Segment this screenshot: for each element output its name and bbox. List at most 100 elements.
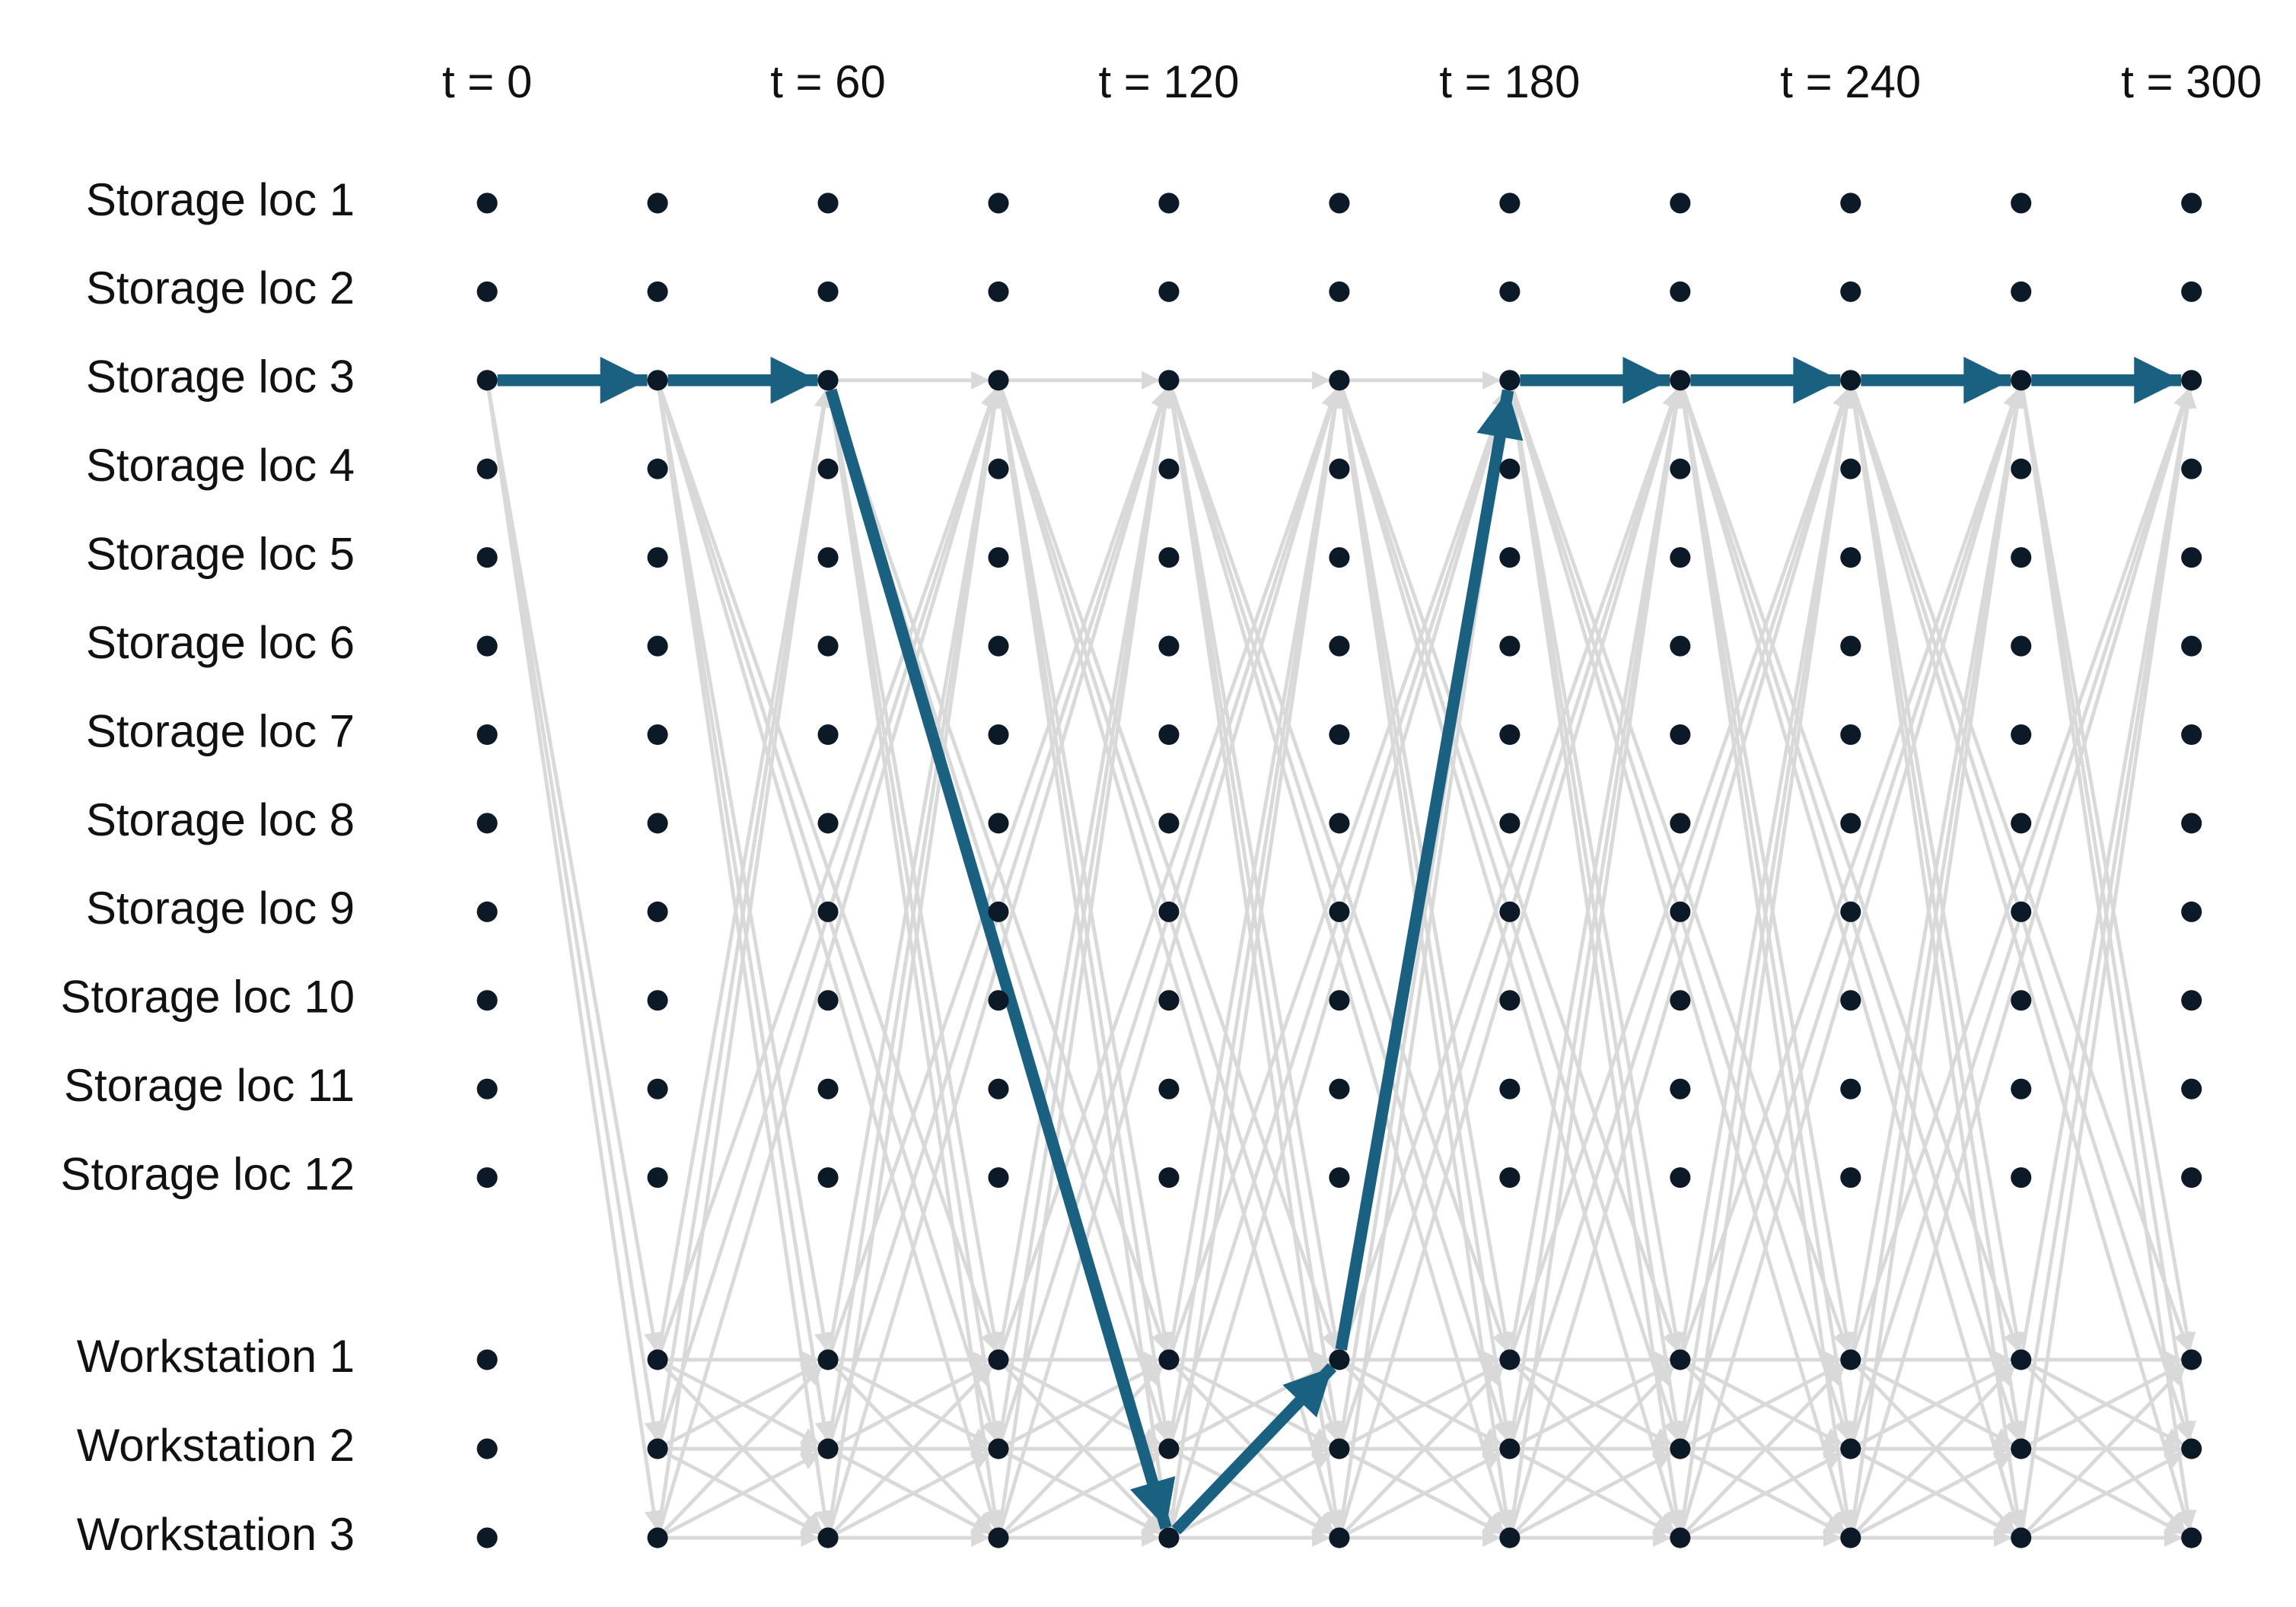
edge	[1857, 1362, 2014, 1446]
edge	[1169, 388, 1511, 1530]
row-label: Storage loc 6	[86, 617, 355, 668]
node	[988, 458, 1009, 479]
node	[988, 990, 1009, 1011]
node	[1670, 635, 1691, 657]
node	[1499, 1349, 1521, 1370]
edge	[1509, 388, 1686, 1529]
node	[1670, 193, 1691, 214]
edge	[1685, 1364, 1846, 1533]
node	[1158, 281, 1180, 302]
node	[2181, 1438, 2202, 1459]
row-label: Storage loc 8	[86, 794, 355, 845]
path-edge	[1335, 389, 1524, 1351]
edge	[1346, 1451, 1503, 1535]
edge	[827, 388, 1004, 1440]
node	[988, 1167, 1009, 1189]
node	[1329, 990, 1350, 1011]
edge	[1680, 388, 1856, 1440]
node	[2181, 193, 2202, 214]
edge	[998, 388, 1173, 1352]
node	[1329, 281, 1350, 302]
edge	[1517, 1362, 1673, 1446]
node	[1329, 1167, 1350, 1189]
edge	[1517, 1451, 1673, 1535]
node	[1158, 724, 1180, 746]
node	[476, 901, 498, 922]
row-label: Workstation 1	[77, 1331, 355, 1382]
time-label: t = 180	[1439, 56, 1580, 107]
node	[2181, 990, 2202, 1011]
node	[1670, 901, 1691, 922]
node	[476, 1349, 498, 1370]
row-label: Storage loc 7	[86, 705, 355, 756]
node	[647, 813, 668, 834]
edge	[1680, 388, 2023, 1530]
node	[1670, 724, 1691, 746]
edge	[1170, 387, 1510, 1352]
edge	[829, 387, 1169, 1352]
node	[1329, 901, 1350, 922]
node	[476, 1527, 498, 1548]
node	[2011, 1167, 2032, 1189]
edge	[2021, 388, 2196, 1352]
edge	[662, 1364, 823, 1533]
node	[647, 1167, 668, 1189]
node	[1499, 990, 1521, 1011]
row-label: Storage loc 1	[86, 174, 355, 225]
node	[476, 281, 498, 302]
edge	[1339, 388, 1682, 1530]
edge	[827, 388, 1004, 1529]
node	[1670, 813, 1691, 834]
time-label: t = 240	[1780, 56, 1921, 107]
node	[1158, 1167, 1180, 1189]
node	[2181, 281, 2202, 302]
node	[476, 458, 498, 479]
node	[647, 901, 668, 922]
node	[476, 370, 498, 391]
node	[2011, 547, 2032, 568]
nodes	[476, 193, 2202, 1548]
node	[1329, 193, 1350, 214]
row-label: Workstation 3	[77, 1509, 355, 1560]
edge	[1168, 388, 1345, 1440]
node	[2011, 813, 2032, 834]
node	[988, 370, 1009, 391]
node	[1499, 1527, 1521, 1548]
node	[476, 1167, 498, 1189]
node	[1840, 1349, 1861, 1370]
node	[817, 724, 839, 746]
edge	[1005, 1451, 1162, 1535]
edge	[1850, 388, 2027, 1529]
node	[2011, 635, 2032, 657]
node	[2181, 1167, 2202, 1189]
node	[2181, 901, 2202, 922]
highlighted-path	[497, 356, 2182, 1535]
path-edge	[825, 388, 1176, 1530]
node	[817, 1078, 839, 1099]
edge	[1005, 1362, 1162, 1446]
time-label: t = 60	[770, 56, 886, 107]
edge	[1680, 388, 1855, 1352]
edge	[998, 388, 1174, 1440]
node	[1670, 547, 1691, 568]
edge	[1514, 1364, 1676, 1533]
node	[2011, 281, 2032, 302]
node	[1840, 458, 1861, 479]
node	[988, 1078, 1009, 1099]
node	[1329, 458, 1350, 479]
node	[476, 990, 498, 1011]
node	[1840, 1438, 1861, 1459]
node	[476, 547, 498, 568]
node	[1670, 1527, 1691, 1548]
edge	[1168, 388, 1345, 1529]
node	[2181, 724, 2202, 746]
node	[1499, 635, 1521, 657]
node	[2181, 1349, 2202, 1370]
time-label: t = 300	[2121, 56, 2262, 107]
node	[1670, 990, 1691, 1011]
edge	[1511, 387, 1851, 1352]
row-label: Storage loc 3	[86, 352, 355, 403]
edge	[2021, 388, 2197, 1529]
node	[1158, 813, 1180, 834]
node	[817, 901, 839, 922]
